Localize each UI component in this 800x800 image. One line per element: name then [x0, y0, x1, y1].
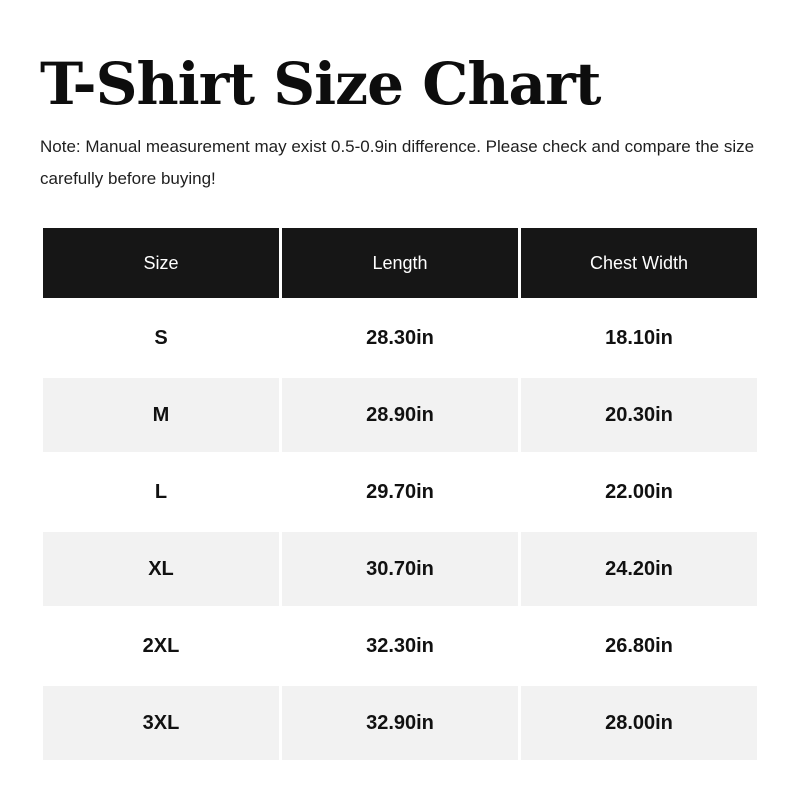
header-row: Size Length Chest Width — [43, 228, 757, 298]
page-title: T-Shirt Size Chart — [40, 50, 601, 118]
chest-width-cell: 22.00in — [521, 455, 757, 529]
length-cell: 28.30in — [282, 301, 518, 375]
size-cell: XL — [43, 532, 279, 606]
size-cell: L — [43, 455, 279, 529]
size-cell: M — [43, 378, 279, 452]
length-cell: 28.90in — [282, 378, 518, 452]
table-row-s: S 28.30in 18.10in — [43, 301, 757, 375]
chest-width-cell: 26.80in — [521, 609, 757, 683]
column-header-size: Size — [43, 228, 279, 298]
size-cell: 3XL — [43, 686, 279, 760]
length-cell: 32.30in — [282, 609, 518, 683]
size-cell: S — [43, 301, 279, 375]
chest-width-cell: 24.20in — [521, 532, 757, 606]
chest-width-cell: 18.10in — [521, 301, 757, 375]
length-cell: 32.90in — [282, 686, 518, 760]
note-line-1: Note: Manual measurement may exist 0.5-0… — [40, 137, 755, 156]
size-chart-page: T-Shirt Size Chart Note: Manual measurem… — [0, 52, 800, 800]
note-text: Note: Manual measurement may exist 0.5-0… — [40, 131, 760, 195]
column-header-chest-width: Chest Width — [521, 228, 757, 298]
size-chart-table: Size Length Chest Width S 28.30in 18.10i… — [40, 225, 760, 763]
length-cell: 29.70in — [282, 455, 518, 529]
table-row-3xl: 3XL 32.90in 28.00in — [43, 686, 757, 760]
size-cell: 2XL — [43, 609, 279, 683]
chest-width-cell: 20.30in — [521, 378, 757, 452]
table-row-m: M 28.90in 20.30in — [43, 378, 757, 452]
length-cell: 30.70in — [282, 532, 518, 606]
table-row-xl: XL 30.70in 24.20in — [43, 532, 757, 606]
table-row-l: L 29.70in 22.00in — [43, 455, 757, 529]
chest-width-cell: 28.00in — [521, 686, 757, 760]
column-header-length: Length — [282, 228, 518, 298]
note-line-2: carefully before buying! — [40, 169, 216, 188]
table-row-2xl: 2XL 32.30in 26.80in — [43, 609, 757, 683]
